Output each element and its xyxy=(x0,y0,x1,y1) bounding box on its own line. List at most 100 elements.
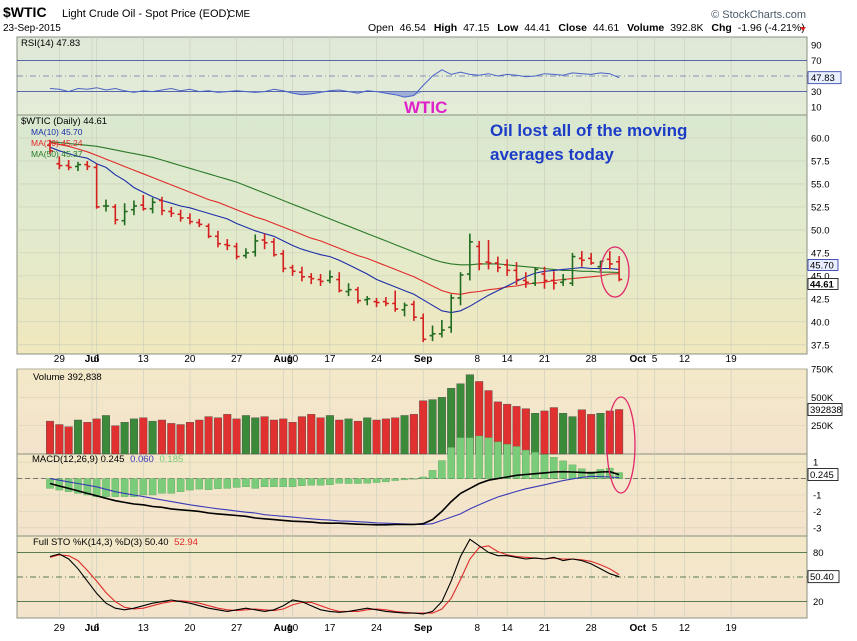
price-y-tick: 40.0 xyxy=(811,317,830,328)
ma20-legend: MA(20) 45.24 xyxy=(31,138,83,148)
price-bar xyxy=(485,240,492,270)
price-bar xyxy=(550,271,557,290)
price-bar xyxy=(158,196,165,216)
annotation-line-2: averages today xyxy=(490,145,614,164)
volume-bar xyxy=(577,409,586,455)
sto-x-tick: 21 xyxy=(539,623,551,634)
price-bar xyxy=(140,194,147,211)
macd-hist-bar xyxy=(214,478,222,489)
ohlc-line: Open 46.54 High 47.15 Low 44.41 Close 44… xyxy=(368,22,805,34)
volume-bar xyxy=(288,422,297,455)
price-x-tick: 29 xyxy=(54,354,66,365)
price-bar xyxy=(401,302,408,317)
price-bar xyxy=(438,319,445,338)
macd-hist-bar xyxy=(587,471,595,479)
sto-x-tick: 12 xyxy=(679,623,691,634)
macd-hist-bar xyxy=(512,446,521,479)
macd-hist-bar xyxy=(120,478,129,497)
sto-k-line xyxy=(49,538,620,615)
volume-label: Volume xyxy=(627,22,664,34)
price-bar xyxy=(326,270,333,284)
macd-hist-bar xyxy=(260,478,269,487)
macd-hist-bar xyxy=(578,468,586,479)
price-x-tick: 19 xyxy=(726,354,738,365)
volume-bar xyxy=(353,420,362,455)
volume-bar xyxy=(241,415,250,455)
volume-bar xyxy=(139,417,148,455)
sto-x-tick: 27 xyxy=(231,623,243,634)
high-value: 47.15 xyxy=(463,22,489,34)
macd-hist-bar xyxy=(130,478,138,497)
price-panel xyxy=(16,114,808,355)
ma50-line xyxy=(49,141,620,274)
annotation-line-1: Oil lost all of the moving xyxy=(490,121,687,140)
price-y-tick: 37.5 xyxy=(811,340,830,351)
price-bar xyxy=(532,267,539,286)
price-title: $WTIC (Daily) 44.61 xyxy=(21,116,107,127)
macd-hist-bar xyxy=(102,478,110,497)
volume-bar xyxy=(213,417,222,455)
macd-hist-bar xyxy=(382,478,390,483)
volume-bar xyxy=(167,423,176,455)
volume-bar xyxy=(279,418,288,455)
open-label: Open xyxy=(368,22,394,34)
macd-hist-bar xyxy=(307,478,315,486)
volume-y-tick: 500K xyxy=(811,393,834,404)
price-x-tick: 20 xyxy=(184,354,196,365)
price-bar xyxy=(102,199,109,212)
macd-hist-bar xyxy=(447,447,455,479)
macd-hist-bar xyxy=(438,460,446,479)
macd-legend-hist: 0.185 xyxy=(159,454,183,465)
price-bar xyxy=(354,286,361,304)
volume-bar xyxy=(605,410,614,455)
sto-x-tick: Aug xyxy=(274,623,293,634)
macd-hist-bar xyxy=(522,449,530,479)
volume-bar xyxy=(185,422,194,455)
price-bar xyxy=(364,296,371,306)
rsi-y-tick: 90 xyxy=(811,40,822,51)
volume-y-tick: 750K xyxy=(811,365,834,376)
price-bar xyxy=(392,290,399,312)
macd-hist-bar xyxy=(484,437,493,479)
macd-hist-bar xyxy=(186,478,194,491)
symbol-label: $WTIC xyxy=(3,4,47,20)
macd-hist-bar xyxy=(419,476,427,479)
rsi-chart xyxy=(17,60,807,98)
volume-bar xyxy=(46,420,55,455)
rsi-y-tick: 10 xyxy=(811,103,822,114)
volume-bar xyxy=(409,414,418,455)
volume-y-tick: 250K xyxy=(811,421,834,432)
price-bar xyxy=(560,274,567,286)
price-y-tick: 60.0 xyxy=(811,133,830,144)
volume-bar xyxy=(596,413,605,455)
macd-hist-bar xyxy=(288,478,297,487)
sto-x-tick: 29 xyxy=(54,623,66,634)
macd-hist-bar xyxy=(223,478,232,489)
volume-bar xyxy=(372,419,381,455)
price-bar xyxy=(74,161,81,172)
macd-hist-bar xyxy=(503,444,511,479)
price-bar xyxy=(93,163,100,209)
price-bar xyxy=(616,256,623,282)
price-last-value: 44.61 xyxy=(810,279,834,290)
chart-header: $WTIC Light Crude Oil - Spot Price (EOD)… xyxy=(3,4,806,34)
volume-bar xyxy=(269,419,278,455)
volume-bar xyxy=(325,415,334,455)
volume-bar xyxy=(260,416,269,455)
volume-bar xyxy=(316,417,325,455)
volume-bar xyxy=(540,410,549,455)
volume-bar xyxy=(204,416,213,455)
down-arrow-icon xyxy=(800,27,806,31)
price-bar xyxy=(382,297,389,307)
sto-x-tick: 14 xyxy=(502,623,514,634)
high-label: High xyxy=(434,22,457,34)
macd-title: MACD(12,26,9) 0.245 0.060 0.185 xyxy=(32,454,183,465)
price-y-tick: 57.5 xyxy=(811,156,830,167)
price-bar xyxy=(336,272,343,293)
price-bar xyxy=(410,300,417,321)
macd-hist-bar xyxy=(410,478,418,480)
price-x-tick: 17 xyxy=(324,354,336,365)
price-bar xyxy=(242,248,249,259)
